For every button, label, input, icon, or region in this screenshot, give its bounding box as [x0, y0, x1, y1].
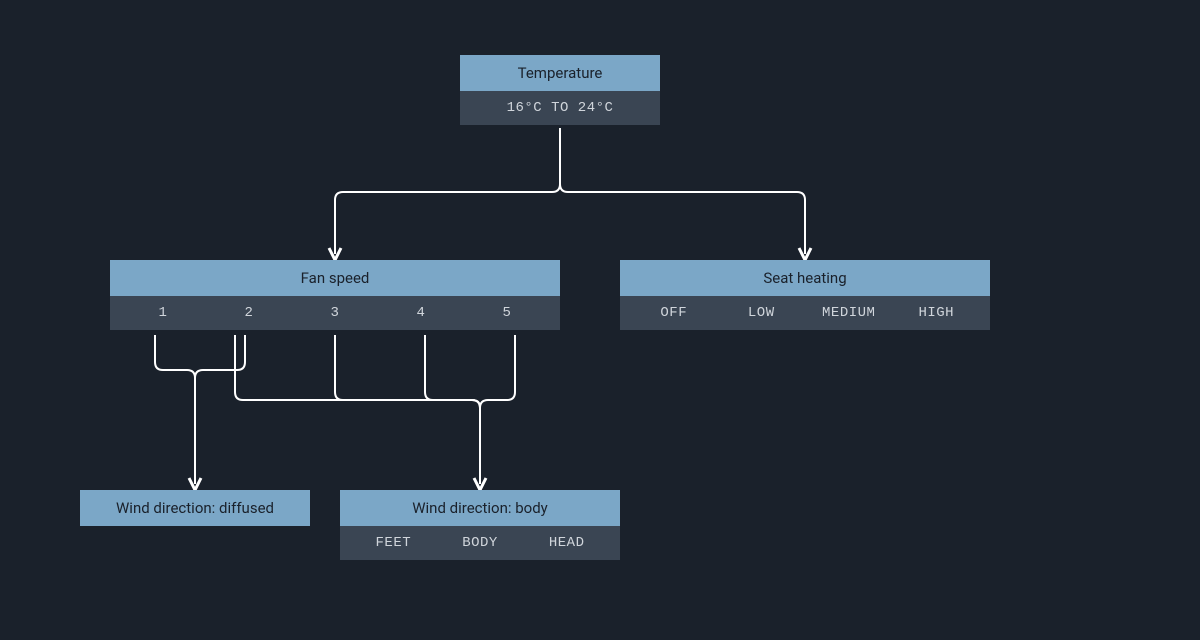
- option-value: MEDIUM: [805, 305, 893, 321]
- node-header: Fan speed: [110, 260, 560, 296]
- option-value: 3: [292, 305, 378, 321]
- option-value: 16°C TO 24°C: [470, 100, 650, 116]
- node-wind-body: Wind direction: body FEET BODY HEAD: [340, 490, 620, 560]
- node-header: Seat heating: [620, 260, 990, 296]
- option-value: 2: [206, 305, 292, 321]
- option-value: HEAD: [523, 535, 610, 551]
- option-value: LOW: [718, 305, 806, 321]
- node-fan-speed: Fan speed 1 2 3 4 5: [110, 260, 560, 330]
- node-seat-heating: Seat heating OFF LOW MEDIUM HIGH: [620, 260, 990, 330]
- diagram-canvas: Temperature 16°C TO 24°C Fan speed 1 2 3…: [0, 0, 1200, 640]
- option-value: BODY: [437, 535, 524, 551]
- node-temperature: Temperature 16°C TO 24°C: [460, 55, 660, 125]
- option-value: FEET: [350, 535, 437, 551]
- node-header: Temperature: [460, 55, 660, 91]
- node-options: 1 2 3 4 5: [110, 296, 560, 330]
- option-value: 1: [120, 305, 206, 321]
- node-header: Wind direction: body: [340, 490, 620, 526]
- node-wind-diffused: Wind direction: diffused: [80, 490, 310, 526]
- option-value: OFF: [630, 305, 718, 321]
- option-value: 5: [464, 305, 550, 321]
- option-value: HIGH: [893, 305, 981, 321]
- node-header: Wind direction: diffused: [80, 490, 310, 526]
- node-options: OFF LOW MEDIUM HIGH: [620, 296, 990, 330]
- node-options: FEET BODY HEAD: [340, 526, 620, 560]
- node-options: 16°C TO 24°C: [460, 91, 660, 125]
- option-value: 4: [378, 305, 464, 321]
